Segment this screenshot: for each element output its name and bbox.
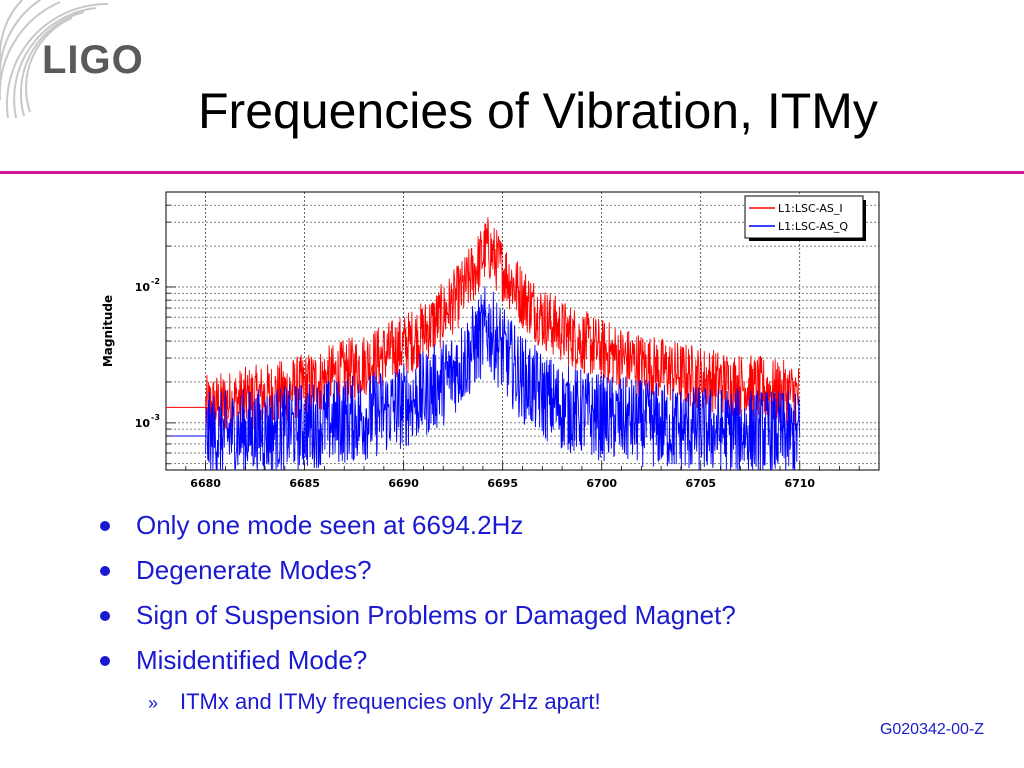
- x-tick-label: 6710: [784, 477, 815, 490]
- sub-bullet: » ITMx and ITMy frequencies only 2Hz apar…: [148, 689, 601, 715]
- y-tick-exponent: -3: [151, 413, 160, 422]
- x-tick-label: 6680: [190, 477, 221, 490]
- y-tick-exponent: -2: [151, 277, 160, 286]
- chart-legend: L1:LSC-AS_I L1:LSC-AS_Q: [744, 195, 866, 241]
- ligo-arcs-icon: [0, 0, 109, 119]
- bullet-text: Degenerate Modes?: [136, 555, 372, 585]
- legend-label-series-q: L1:LSC-AS_Q: [778, 220, 848, 233]
- ligo-logo: LIGO: [42, 38, 144, 82]
- legend-box: [744, 195, 864, 239]
- bullet-list: Only one mode seen at 6694.2Hz Degenerat…: [100, 508, 736, 688]
- y-axis-label: Magnitude: [101, 295, 115, 367]
- bullet-item: Sign of Suspension Problems or Damaged M…: [100, 598, 736, 643]
- bullet-dot-icon: [100, 521, 110, 531]
- x-tick-label: 6690: [388, 477, 419, 490]
- y-tick-label: 10: [135, 281, 151, 294]
- bullet-text: Sign of Suspension Problems or Damaged M…: [136, 600, 736, 630]
- legend-shadow-bottom: [749, 238, 866, 241]
- series-line-lsc-as-i: [205, 217, 801, 434]
- sub-bullet-text: ITMx and ITMy frequencies only 2Hz apart…: [180, 689, 601, 714]
- slide-title: Frequencies of Vibration, ITMy: [198, 83, 878, 139]
- bullet-dot-icon: [100, 656, 110, 666]
- bullet-item: Only one mode seen at 6694.2Hz: [100, 508, 736, 553]
- sub-bullet-marker: »: [148, 693, 159, 713]
- legend-shadow: [863, 200, 866, 241]
- bullet-text: Misidentified Mode?: [136, 645, 368, 675]
- bullet-dot-icon: [100, 611, 110, 621]
- bullet-dot-icon: [100, 566, 110, 576]
- bullet-item: Misidentified Mode?: [100, 643, 736, 688]
- y-tick-label: 10: [135, 417, 151, 430]
- chart-series-layer: [166, 217, 801, 471]
- bullet-item: Degenerate Modes?: [100, 553, 736, 598]
- x-tick-label: 6700: [586, 477, 617, 490]
- title-divider: [0, 171, 1024, 174]
- legend-label-series-i: L1:LSC-AS_I: [778, 202, 843, 215]
- x-tick-label: 6685: [289, 477, 320, 490]
- x-tick-label: 6695: [487, 477, 518, 490]
- bullet-text: Only one mode seen at 6694.2Hz: [136, 510, 524, 540]
- x-tick-label: 6705: [685, 477, 716, 490]
- series-line-lsc-as-q: [205, 286, 801, 471]
- document-id: G020342-00-Z: [879, 721, 984, 738]
